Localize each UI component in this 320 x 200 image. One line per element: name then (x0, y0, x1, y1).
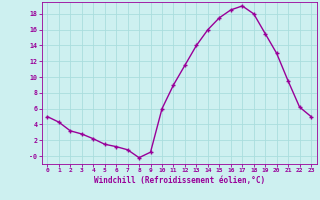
X-axis label: Windchill (Refroidissement éolien,°C): Windchill (Refroidissement éolien,°C) (94, 176, 265, 185)
